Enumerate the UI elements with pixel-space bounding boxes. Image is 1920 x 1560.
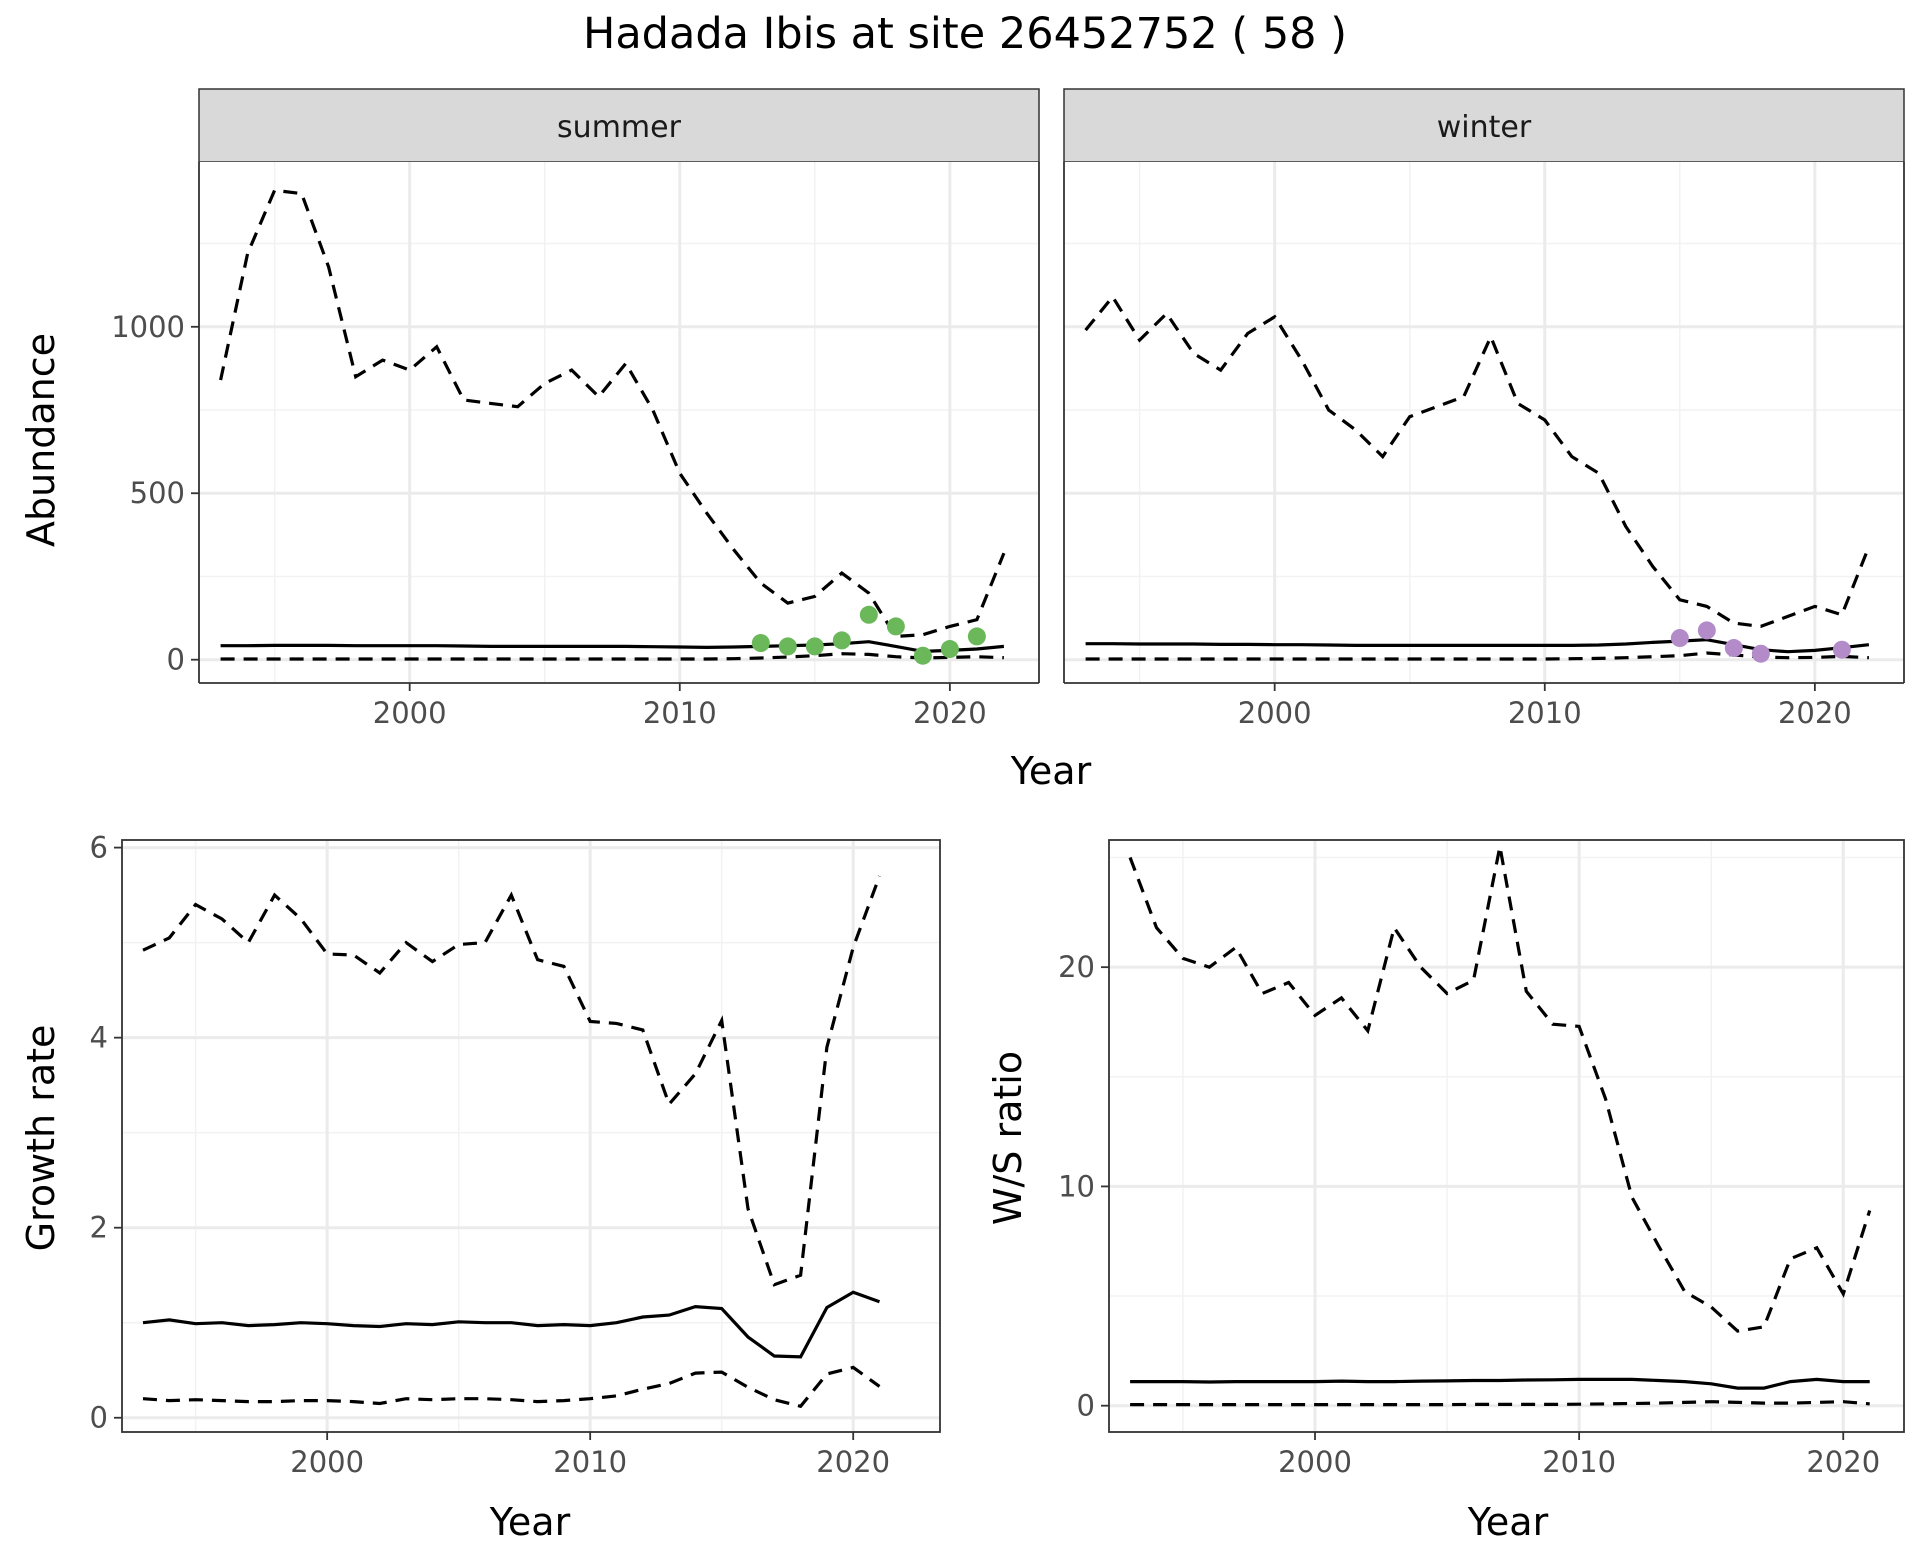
abundance-plot-winter: 2000 2010 2020	[1063, 162, 1905, 730]
strip-winter-label: winter	[1437, 110, 1532, 145]
x-tick-label: 2010	[643, 696, 717, 730]
y-tick-label: 0	[90, 1401, 108, 1435]
x-tick-label: 2000	[1278, 1445, 1352, 1479]
abundance-panel-winter: winter 2000 2010 2020	[1063, 88, 1905, 730]
upper-bound-line	[1084, 294, 1871, 629]
observed-count-point	[1751, 644, 1770, 663]
lower-bound-line	[1130, 1400, 1870, 1407]
abundance-y-axis: 0 500 1000	[111, 310, 199, 677]
abundance-xlabel: Year	[1010, 749, 1092, 793]
upper-bound-line	[1128, 846, 1872, 1333]
abundance-chart: summer 2000 2010 2020 winter 2000 2010 2020 …	[19, 88, 1905, 793]
observed-count-point	[886, 617, 905, 636]
lower-bound-line	[142, 1365, 881, 1409]
panel-background	[199, 162, 1039, 683]
observed-count-point	[832, 631, 851, 650]
growth-ylabel: Growth rate	[19, 1025, 63, 1252]
mean-line	[1130, 1377, 1870, 1390]
x-tick-label: 2010	[553, 1445, 627, 1479]
upper-bound-line	[142, 875, 882, 1287]
observed-count-point	[1724, 639, 1743, 658]
upper-bound-line	[219, 188, 1006, 639]
observed-count-point	[913, 646, 932, 665]
observed-count-point	[1670, 629, 1689, 648]
x-tick-label: 2010	[1508, 696, 1582, 730]
observed-count-point	[940, 640, 959, 659]
x-tick-label: 2000	[290, 1445, 364, 1479]
ratio-xlabel: Year	[1467, 1500, 1549, 1544]
growth-rate-chart: 2000 2010 2020 0 2 4 6 Growth rate Year	[19, 831, 941, 1544]
panel-background	[122, 840, 940, 1432]
ratio-ylabel: W/S ratio	[986, 1051, 1030, 1225]
observed-count-point	[859, 605, 878, 624]
panel-border	[121, 839, 941, 1433]
observed-count-point	[778, 637, 797, 656]
x-tick-label: 2020	[1806, 1445, 1880, 1479]
y-tick-label: 0	[167, 643, 185, 677]
x-tick-label: 2000	[1238, 696, 1312, 730]
mean-line	[220, 640, 1005, 654]
y-tick-label: 1000	[111, 310, 185, 344]
observed-count-point	[1832, 640, 1851, 659]
y-tick-label: 20	[1058, 950, 1095, 984]
observed-count-point	[1697, 621, 1716, 640]
mean-line	[142, 1290, 881, 1359]
strip-summer-label: summer	[557, 110, 682, 145]
strip-summer	[198, 88, 1040, 163]
x-tick-label: 2010	[1542, 1445, 1616, 1479]
x-tick-label: 2020	[816, 1445, 890, 1479]
abundance-panel-summer: summer 2000 2010 2020	[198, 88, 1040, 730]
observed-count-point	[805, 637, 824, 656]
y-tick-label: 2	[90, 1211, 108, 1245]
growth-xlabel: Year	[489, 1500, 571, 1544]
x-tick-label: 2020	[1778, 696, 1852, 730]
ws-ratio-chart: 2000 2010 2020 0 10 20 W/S ratio Year	[986, 839, 1905, 1544]
y-tick-label: 4	[90, 1021, 108, 1055]
growth-plot: 2000 2010 2020 0 2 4 6	[90, 831, 941, 1479]
y-tick-label: 500	[130, 476, 185, 510]
ratio-plot: 2000 2010 2020 0 10 20	[1058, 839, 1905, 1479]
strip-winter	[1063, 88, 1905, 163]
y-tick-label: 10	[1058, 1169, 1095, 1203]
lower-bound-line	[220, 652, 1004, 661]
abundance-ylabel: Abundance	[19, 333, 63, 547]
observed-count-point	[751, 634, 770, 653]
abundance-plot-summer: 2000 2010 2020	[198, 162, 1040, 730]
panel-border	[1108, 839, 1905, 1433]
panel-background	[1109, 840, 1904, 1432]
figure-title: Hadada Ibis at site 26452752 ( 58 )	[583, 9, 1347, 59]
panel-background	[1064, 162, 1904, 683]
x-tick-label: 2000	[373, 696, 447, 730]
y-tick-label: 6	[90, 831, 108, 865]
observed-count-point	[967, 627, 986, 646]
x-tick-label: 2020	[913, 696, 987, 730]
y-tick-label: 0	[1077, 1389, 1095, 1423]
